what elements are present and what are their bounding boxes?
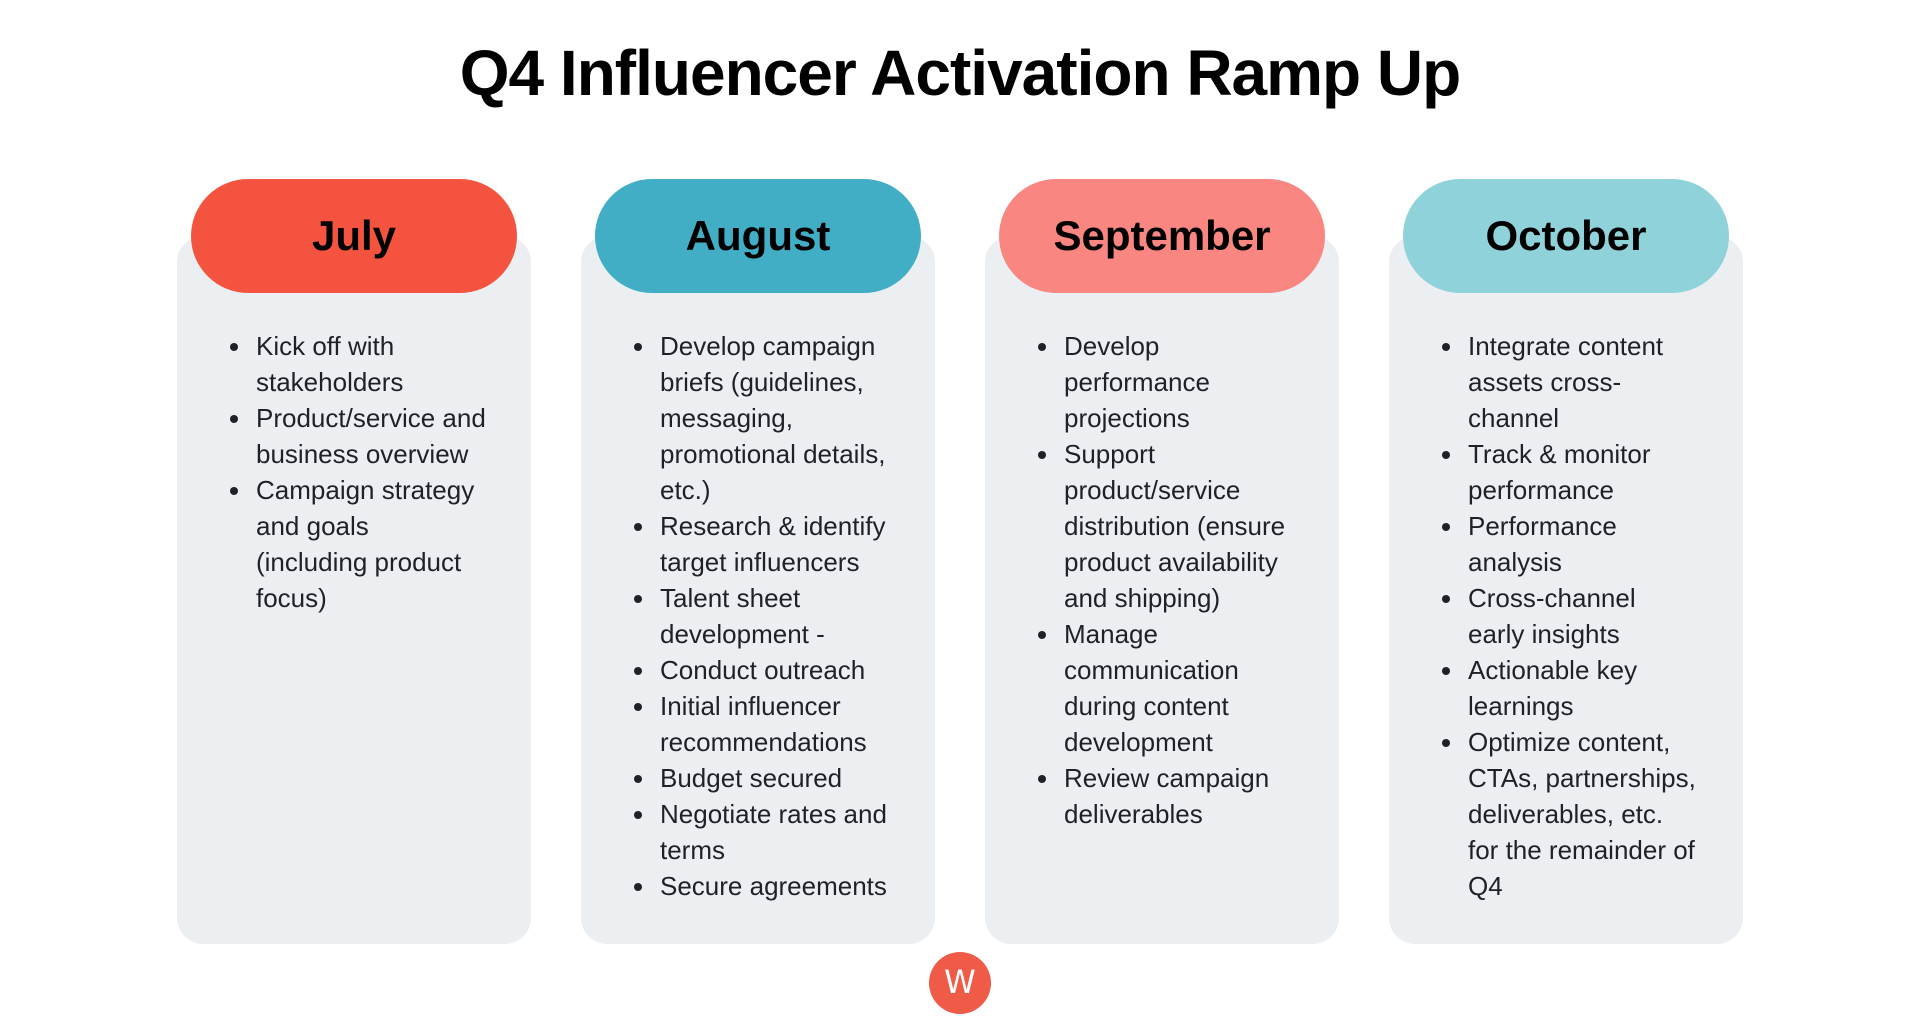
month-label: September [1053, 212, 1271, 259]
month-pill-august: August [595, 179, 921, 293]
page-title: Q4 Influencer Activation Ramp Up [459, 37, 1461, 109]
list-item: Optimize content, CTAs, partnerships, de… [1465, 724, 1699, 904]
list-item: Secure agreements [657, 868, 891, 904]
task-list-august: Develop campaign briefs (guidelines, mes… [611, 328, 891, 904]
list-item: Campaign strategy and goals (including p… [253, 472, 487, 616]
list-item: Support product/service distribution (en… [1061, 436, 1295, 616]
list-item: Product/service and business overview [253, 400, 487, 472]
column-october: October Integrate content assets cross-c… [1389, 179, 1743, 944]
month-label: August [685, 212, 831, 259]
list-item: Review campaign deliverables [1061, 760, 1295, 832]
list-item: Budget secured [657, 760, 891, 796]
list-item: Develop campaign briefs (guidelines, mes… [657, 328, 891, 508]
task-list-september: Develop performance projections Support … [1015, 328, 1295, 832]
card-july: Kick off with stakeholders Product/servi… [177, 236, 531, 944]
month-label: October [1485, 212, 1647, 259]
list-item: Cross-channel early insights [1465, 580, 1699, 652]
task-list-july: Kick off with stakeholders Product/servi… [207, 328, 487, 616]
list-item: Kick off with stakeholders [253, 328, 487, 400]
card-august: Develop campaign briefs (guidelines, mes… [581, 236, 935, 944]
brand-logo-badge: W [929, 952, 991, 1014]
card-october: Integrate content assets cross-channel T… [1389, 236, 1743, 944]
month-columns: July Kick off with stakeholders Product/… [0, 179, 1920, 944]
list-item: Initial influencer recommendations [657, 688, 891, 760]
task-list-october: Integrate content assets cross-channel T… [1419, 328, 1699, 904]
brand-logo-letter-w: W [944, 963, 976, 1001]
column-september: September Develop performance projection… [985, 179, 1339, 944]
list-item: Manage communication during content deve… [1061, 616, 1295, 760]
month-pill-september: September [999, 179, 1325, 293]
month-pill-july: July [191, 179, 517, 293]
month-label: July [311, 212, 397, 259]
list-item: Conduct outreach [657, 652, 891, 688]
card-september: Develop performance projections Support … [985, 236, 1339, 944]
list-item: Track & monitor performance [1465, 436, 1699, 508]
column-august: August Develop campaign briefs (guidelin… [581, 179, 935, 944]
list-item: Talent sheet development - [657, 580, 891, 652]
list-item: Performance analysis [1465, 508, 1699, 580]
list-item: Negotiate rates and terms [657, 796, 891, 868]
column-july: July Kick off with stakeholders Product/… [177, 179, 531, 944]
month-pill-october: October [1403, 179, 1729, 293]
list-item: Integrate content assets cross-channel [1465, 328, 1699, 436]
list-item: Actionable key learnings [1465, 652, 1699, 724]
list-item: Research & identify target influencers [657, 508, 891, 580]
list-item: Develop performance projections [1061, 328, 1295, 436]
